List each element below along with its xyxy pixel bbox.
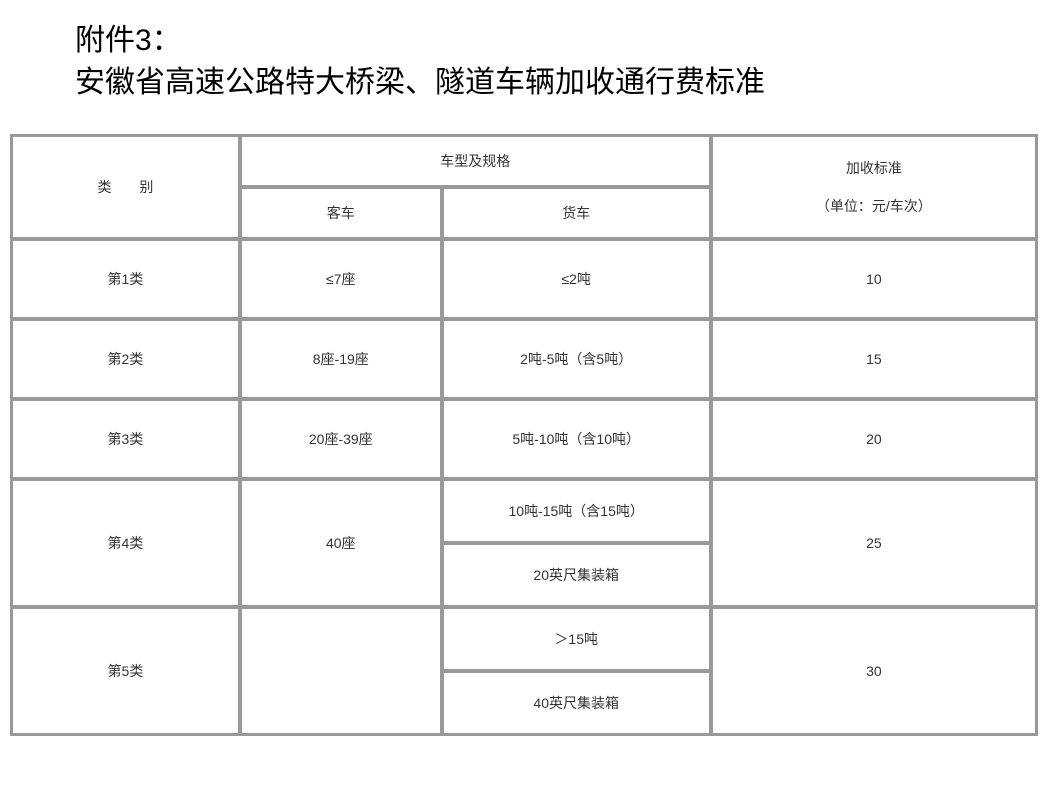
cell-truck: 40英尺集装箱 (443, 672, 710, 734)
header-fee: 加收标准 （单位：元/车次） (712, 136, 1036, 238)
cell-bus: 40座 (241, 480, 441, 606)
cell-truck: ≤2吨 (443, 240, 710, 318)
table-row: 第4类 40座 10吨-15吨（含15吨） 25 (12, 480, 1036, 542)
cell-truck: ＞15吨 (443, 608, 710, 670)
cell-bus (241, 608, 441, 734)
header-category: 类 别 (12, 136, 239, 238)
cell-fee: 15 (712, 320, 1036, 398)
cell-bus: ≤7座 (241, 240, 441, 318)
cell-fee: 25 (712, 480, 1036, 606)
header-fee-label: 加收标准 (713, 158, 1035, 178)
cell-fee: 10 (712, 240, 1036, 318)
fee-standard-table: 类 别 车型及规格 加收标准 （单位：元/车次） 客车 货车 第1类 ≤7座 ≤… (10, 134, 1038, 736)
cell-category: 第1类 (12, 240, 239, 318)
document-title: 安徽省高速公路特大桥梁、隧道车辆加收通行费标准 (75, 62, 1038, 104)
cell-category: 第4类 (12, 480, 239, 606)
cell-truck: 2吨-5吨（含5吨） (443, 320, 710, 398)
header-fee-unit: （单位：元/车次） (713, 196, 1035, 216)
appendix-label: 附件3： (75, 20, 1038, 62)
cell-bus: 20座-39座 (241, 400, 441, 478)
header-truck: 货车 (443, 188, 710, 238)
table-row: 第2类 8座-19座 2吨-5吨（含5吨） 15 (12, 320, 1036, 398)
cell-truck: 10吨-15吨（含15吨） (443, 480, 710, 542)
cell-category: 第3类 (12, 400, 239, 478)
document-header: 附件3： 安徽省高速公路特大桥梁、隧道车辆加收通行费标准 (10, 20, 1038, 134)
cell-truck: 5吨-10吨（含10吨） (443, 400, 710, 478)
cell-bus: 8座-19座 (241, 320, 441, 398)
cell-truck: 20英尺集装箱 (443, 544, 710, 606)
cell-fee: 20 (712, 400, 1036, 478)
table-row: 第5类 ＞15吨 30 (12, 608, 1036, 670)
table-row: 第1类 ≤7座 ≤2吨 10 (12, 240, 1036, 318)
cell-category: 第5类 (12, 608, 239, 734)
header-bus: 客车 (241, 188, 441, 238)
table-row: 第3类 20座-39座 5吨-10吨（含10吨） 20 (12, 400, 1036, 478)
header-vehicle-spec: 车型及规格 (241, 136, 710, 186)
cell-category: 第2类 (12, 320, 239, 398)
cell-fee: 30 (712, 608, 1036, 734)
